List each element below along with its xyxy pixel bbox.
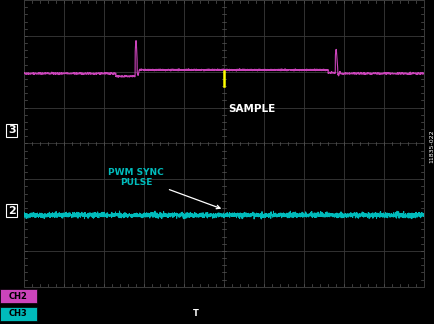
Text: 11835-022: 11835-022 <box>428 129 433 163</box>
Text: 3: 3 <box>8 125 16 135</box>
Text: CH2: CH2 <box>9 292 28 301</box>
Text: 2: 2 <box>8 206 16 216</box>
Text: PWM SYNC
PULSE: PWM SYNC PULSE <box>108 168 220 209</box>
Text: 500mA: 500mA <box>39 309 71 318</box>
Text: A  CH2  ⏷  880mV: A CH2 ⏷ 880mV <box>317 293 396 302</box>
Text: 2V: 2V <box>39 292 51 301</box>
FancyBboxPatch shape <box>0 289 37 303</box>
Text: CH3: CH3 <box>9 309 28 318</box>
Text: M10μs: M10μs <box>202 293 232 302</box>
Text: → ▼ –8ns: → ▼ –8ns <box>213 309 253 318</box>
Text: SAMPLE: SAMPLE <box>227 104 275 114</box>
FancyBboxPatch shape <box>187 307 204 320</box>
FancyBboxPatch shape <box>0 307 37 321</box>
Text: T: T <box>192 309 198 318</box>
